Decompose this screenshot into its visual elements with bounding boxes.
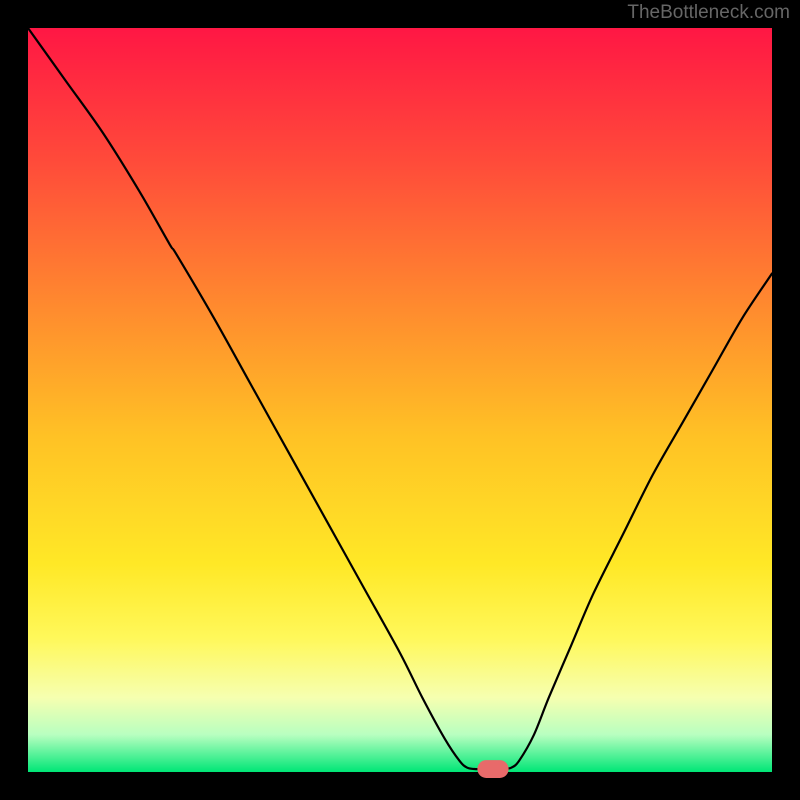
bottleneck-chart xyxy=(0,0,800,800)
plot-background xyxy=(28,28,772,772)
optimal-marker xyxy=(477,760,508,778)
watermark: TheBottleneck.com xyxy=(627,2,790,24)
